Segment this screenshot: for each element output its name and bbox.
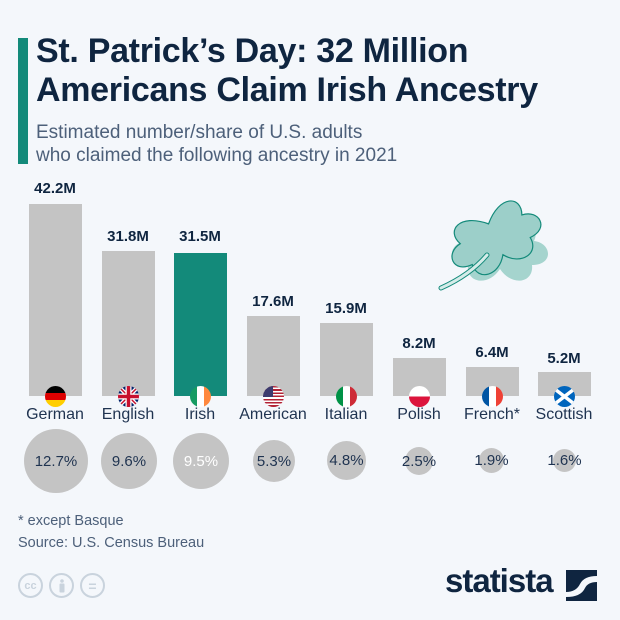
category-label-scottish: Scottish — [535, 406, 593, 423]
shamrock-icon — [438, 200, 548, 291]
bar-german — [29, 204, 82, 396]
bar-italian — [320, 323, 373, 396]
share-circle-scottish: 1.6% — [547, 449, 582, 472]
uk-flag-icon — [118, 386, 139, 407]
bar-value-german: 42.2M — [34, 180, 76, 197]
share-circle-polish: 2.5% — [402, 447, 436, 475]
bar-value-american: 17.6M — [252, 293, 294, 310]
attribution-icon[interactable] — [49, 573, 74, 598]
cc-label: cc — [24, 579, 37, 592]
nd-label: = — [88, 577, 97, 594]
share-circle-french: 1.9% — [474, 448, 509, 473]
footnote: * except Basque — [18, 513, 124, 529]
share-circle-american: 5.3% — [253, 440, 295, 482]
bar-value-french: 6.4M — [475, 344, 509, 361]
share-circle-italian: 4.8% — [327, 441, 366, 480]
bar-value-irish: 31.5M — [179, 228, 221, 245]
category-label-italian: Italian — [324, 406, 368, 423]
category-label-american: American — [239, 406, 307, 423]
share-circle-irish: 9.5% — [173, 433, 229, 489]
germany-flag-icon — [45, 386, 66, 407]
bar-american — [247, 316, 300, 396]
no-derivatives-icon[interactable]: = — [80, 573, 105, 598]
category-label-german: German — [26, 406, 84, 423]
category-label-french: French* — [463, 406, 521, 423]
source-text: Source: U.S. Census Bureau — [18, 535, 205, 551]
ireland-flag-icon — [190, 386, 211, 407]
title-line-1: St. Patrick’s Day: 32 Million — [36, 32, 469, 70]
bar-value-polish: 8.2M — [402, 335, 436, 352]
italy-flag-icon — [336, 386, 357, 407]
title-line-2: Americans Claim Irish Ancestry — [36, 71, 538, 109]
subtitle-line-2: who claimed the following ancestry in 20… — [36, 145, 398, 166]
category-label-irish: Irish — [184, 406, 216, 423]
bar-value-italian: 15.9M — [325, 300, 367, 317]
share-circle-german: 12.7% — [24, 429, 88, 493]
category-label-polish: Polish — [397, 406, 441, 423]
france-flag-icon — [482, 386, 503, 407]
subtitle-line-1: Estimated number/share of U.S. adults — [36, 122, 363, 143]
share-value-irish: 9.5% — [183, 452, 219, 470]
usa-flag-icon — [263, 386, 284, 407]
title-accent-bar — [18, 38, 28, 164]
statista-logo[interactable]: statista — [445, 562, 554, 599]
share-circle-english: 9.6% — [101, 433, 157, 489]
bar-value-english: 31.8M — [107, 228, 149, 245]
statista-logo-mark-icon — [566, 570, 597, 601]
category-label-english: English — [101, 406, 155, 423]
bar-irish — [174, 253, 227, 396]
creative-commons-icon[interactable]: cc — [18, 573, 43, 598]
poland-flag-icon — [409, 386, 430, 407]
bar-value-scottish: 5.2M — [547, 350, 581, 367]
subtitle: Estimated number/share of U.S. adults wh… — [36, 121, 536, 167]
page-title: St. Patrick’s Day: 32 Million Americans … — [36, 32, 616, 110]
bar-english — [102, 251, 155, 396]
scotland-flag-icon — [554, 386, 575, 407]
